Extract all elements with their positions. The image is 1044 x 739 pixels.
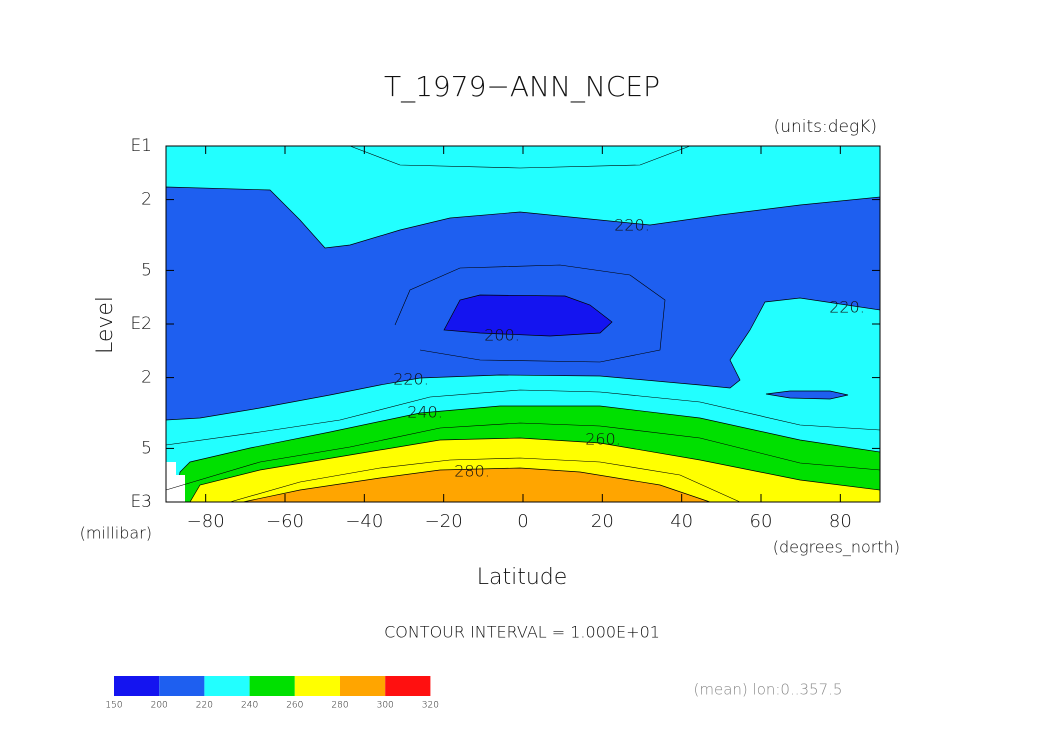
y-tick-label: 2	[141, 368, 152, 388]
y-unit-label: (millibar)	[80, 524, 152, 543]
contour-line	[165, 422, 881, 491]
colorbar-box	[294, 676, 340, 696]
colorbar-label: 320	[422, 701, 439, 711]
contour-line	[349, 145, 691, 169]
x-unit-label: (degrees_north)	[773, 538, 900, 557]
colorbar-box	[159, 676, 205, 696]
contour-label: 240.	[407, 403, 443, 422]
colorbar-label: 280	[331, 701, 348, 711]
y-tick-label: 5	[141, 438, 152, 458]
x-tick-label: 80	[829, 511, 852, 532]
contour-fill	[765, 390, 849, 400]
colorbar-box	[204, 676, 250, 696]
chart-title: T_1979−ANN_NCEP	[384, 70, 660, 104]
colorbar-box	[249, 676, 295, 696]
missing-data	[166, 462, 185, 502]
contour-label: 220.	[829, 298, 865, 317]
contour-label: 220.	[393, 370, 429, 389]
x-tick-label: 20	[591, 511, 614, 532]
x-tick-label: 60	[750, 511, 773, 532]
units-label: (units:degK)	[774, 117, 877, 137]
x-tick-label: −40	[345, 511, 383, 532]
y-tick-label: E3	[130, 492, 152, 512]
y-tick-label: 5	[141, 260, 152, 280]
x-tick-label: −20	[425, 511, 463, 532]
x-axis-label: Latitude	[477, 565, 568, 590]
contour-label: 260.	[585, 430, 621, 449]
contour-label: 220.	[614, 216, 650, 235]
colorbar-label: 150	[105, 701, 122, 711]
colorbar-label: 260	[286, 701, 303, 711]
contour-line	[165, 389, 881, 446]
colorbar-box	[340, 676, 386, 696]
colorbar-label: 220	[196, 701, 213, 711]
colorbar-box	[114, 676, 160, 696]
x-tick-label: −60	[266, 511, 304, 532]
footer: CONTOUR INTERVAL = 1.000E+01	[384, 623, 660, 642]
contour-label: 280.	[454, 462, 490, 481]
note: (mean) lon:0..357.5	[694, 681, 843, 699]
colorbar-label: 240	[241, 701, 258, 711]
contour-fill	[443, 294, 613, 337]
colorbar-label: 200	[151, 701, 168, 711]
y-tick-label: E1	[130, 136, 152, 156]
colorbar-label: 300	[377, 701, 394, 711]
contour-label: 200.	[484, 326, 520, 345]
y-axis-label: Level	[93, 296, 118, 354]
y-tick-label: 2	[141, 190, 152, 210]
contour-line	[394, 264, 666, 363]
y-tick-label: E2	[130, 314, 152, 334]
x-tick-label: −80	[187, 511, 225, 532]
colorbar-box	[385, 676, 431, 696]
contour-fill	[242, 467, 711, 503]
x-tick-label: 0	[517, 511, 528, 532]
contour-line	[229, 457, 741, 503]
x-tick-label: 40	[670, 511, 693, 532]
